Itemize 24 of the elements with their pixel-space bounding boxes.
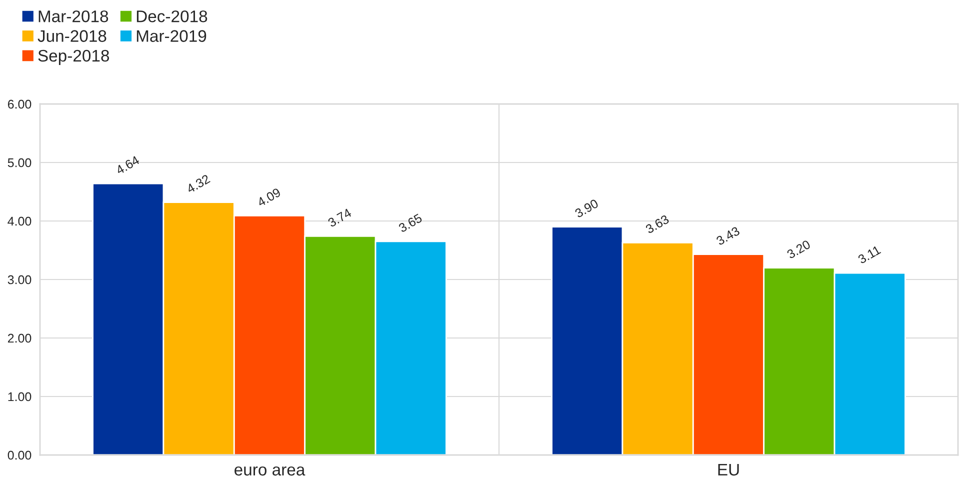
x-tick-label: EU [718,464,739,476]
data-label: 3.11 [857,245,882,264]
legend-label: Sep-2018 [38,50,110,65]
data-label: 3.63 [644,214,670,234]
y-tick-label: 3.00 [8,275,32,284]
legend-label: Mar-2018 [38,10,108,22]
data-label: 3.74 [327,208,352,228]
y-tick-label: 4.00 [8,216,32,226]
data-label: 4.09 [256,188,282,208]
y-tick-label: 1.00 [8,392,32,402]
y-tick-label: 6.00 [8,100,32,109]
y-tick-label: 5.00 [8,158,32,168]
y-tick-label: 0.00 [8,450,32,460]
data-label: 3.90 [574,198,599,218]
data-label: 4.32 [186,174,210,194]
data-label: 3.65 [398,213,423,233]
data-label: 4.64 [115,155,140,175]
x-tick-label: euro area [234,466,306,476]
data-label: 3.43 [716,226,740,246]
legend-label: Dec-2018 [136,10,208,22]
data-label: 3.20 [786,240,811,259]
y-tick-label: 2.00 [8,334,32,343]
legend-label: Jun-2018 [38,30,106,42]
legend-label: Mar-2019 [136,30,206,42]
